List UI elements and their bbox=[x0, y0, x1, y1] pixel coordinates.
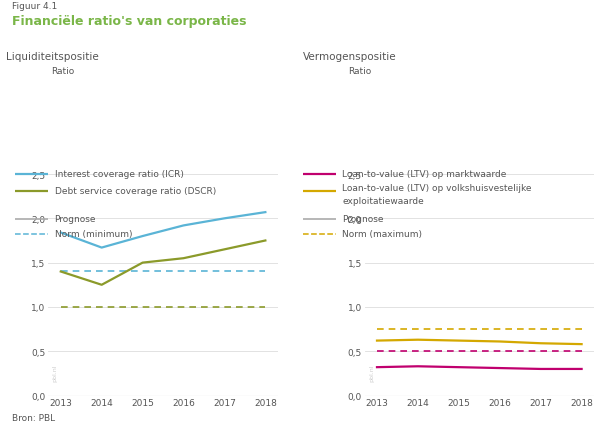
Text: Financiële ratio's van corporaties: Financiële ratio's van corporaties bbox=[12, 15, 247, 28]
Text: Loan-to-value (LTV) op volkshuisvestelijke: Loan-to-value (LTV) op volkshuisvestelij… bbox=[342, 184, 532, 192]
Text: pbl.nl: pbl.nl bbox=[53, 364, 58, 381]
Text: Prognose: Prognose bbox=[342, 215, 384, 224]
Text: Liquiditeitspositie: Liquiditeitspositie bbox=[6, 52, 99, 61]
Text: Bron: PBL: Bron: PBL bbox=[12, 413, 55, 422]
Text: Loan-to-value (LTV) op marktwaarde: Loan-to-value (LTV) op marktwaarde bbox=[342, 170, 507, 178]
Text: Norm (minimum): Norm (minimum) bbox=[55, 230, 132, 239]
Text: Debt service coverage ratio (DSCR): Debt service coverage ratio (DSCR) bbox=[55, 187, 216, 196]
Text: Interest coverage ratio (ICR): Interest coverage ratio (ICR) bbox=[55, 170, 184, 178]
Text: Ratio: Ratio bbox=[52, 67, 75, 76]
Text: Norm (maximum): Norm (maximum) bbox=[342, 230, 422, 239]
Text: Figuur 4.1: Figuur 4.1 bbox=[12, 2, 58, 11]
Text: exploitatiewaarde: exploitatiewaarde bbox=[342, 197, 424, 205]
Text: Prognose: Prognose bbox=[55, 215, 96, 224]
Text: Ratio: Ratio bbox=[348, 67, 371, 76]
Text: Vermogenspositie: Vermogenspositie bbox=[303, 52, 396, 61]
Text: pbl.nl: pbl.nl bbox=[369, 364, 374, 381]
